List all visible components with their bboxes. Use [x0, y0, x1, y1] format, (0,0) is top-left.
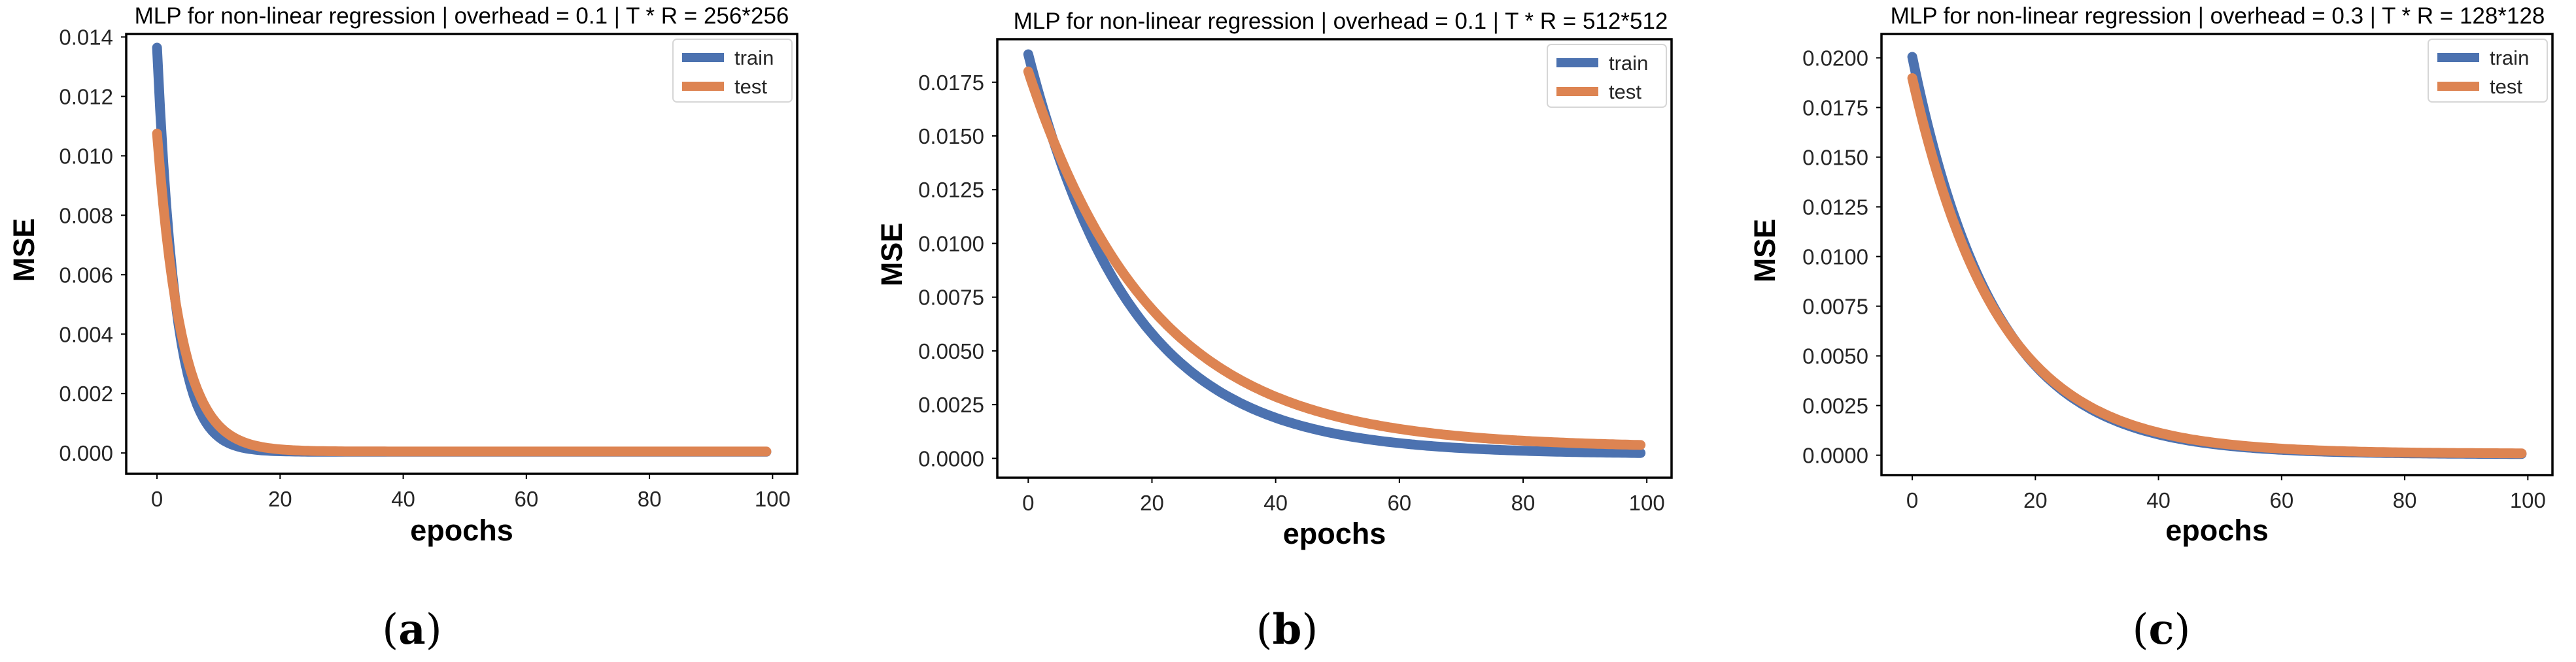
x-axis-label: epochs [2165, 514, 2269, 547]
x-tick-label: 60 [1387, 491, 1411, 515]
y-tick-label: 0.0050 [918, 339, 984, 363]
legend [672, 39, 793, 103]
y-tick-label: 0.0200 [1802, 46, 1868, 70]
series-line-train [1023, 49, 1646, 458]
x-tick-label: 100 [2510, 488, 2546, 512]
x-tick-label: 100 [755, 487, 791, 511]
x-tick-label: 60 [2269, 488, 2293, 512]
y-axis-label: MSE [7, 218, 41, 282]
x-tick-label: 40 [391, 487, 415, 511]
y-tick-label: 0.0175 [1802, 96, 1868, 120]
y-axis-label: MSE [1748, 219, 1781, 283]
y-tick-label: 0.002 [59, 382, 113, 406]
y-tick-label: 0.0025 [1802, 394, 1868, 418]
chart-b: MLP for non-linear regression | overhead… [875, 8, 1673, 654]
series-line-train [152, 42, 772, 457]
y-tick-label: 0.000 [59, 441, 113, 465]
subfigure-caption: (b) [1256, 605, 1318, 654]
series-line-train [1907, 52, 2527, 459]
series-line-test [152, 128, 772, 457]
x-tick-label: 0 [151, 487, 163, 511]
x-tick-label: 0 [1906, 488, 1918, 512]
y-tick-label: 0.0075 [918, 286, 984, 310]
x-axis-label: epochs [410, 514, 513, 547]
series-line-test [1023, 66, 1646, 450]
y-tick-label: 0.008 [59, 203, 113, 227]
y-tick-label: 0.0150 [1802, 146, 1868, 170]
chart-title: MLP for non-linear regression | overhead… [1014, 8, 1668, 34]
series-line-test [1907, 73, 2527, 459]
x-tick-label: 20 [1140, 491, 1164, 515]
chart-a: MLP for non-linear regression | overhead… [7, 3, 799, 654]
legend-label-train: train [2490, 46, 2529, 69]
legend-label-test: test [734, 75, 767, 98]
legend [2428, 39, 2548, 103]
y-tick-label: 0.0125 [918, 178, 984, 202]
x-tick-label: 100 [1629, 491, 1665, 515]
x-tick-label: 80 [638, 487, 662, 511]
legend-label-train: train [1609, 52, 1648, 74]
y-tick-label: 0.0000 [1802, 444, 1868, 468]
y-tick-label: 0.010 [59, 144, 113, 168]
plot-frame [996, 38, 1673, 479]
x-tick-label: 20 [268, 487, 292, 511]
plot-frame [1880, 33, 2554, 476]
x-tick-label: 0 [1022, 491, 1034, 515]
chart-c: MLP for non-linear regression | overhead… [1748, 3, 2554, 654]
x-tick-label: 20 [2023, 488, 2048, 512]
legend [1547, 44, 1667, 108]
y-tick-label: 0.0000 [918, 446, 984, 471]
legend-label-test: test [1609, 80, 1641, 103]
y-tick-label: 0.0175 [918, 71, 984, 95]
x-tick-label: 40 [2146, 488, 2171, 512]
y-tick-label: 0.0075 [1802, 295, 1868, 319]
x-tick-label: 80 [2393, 488, 2417, 512]
legend-label-test: test [2490, 75, 2522, 98]
chart-title: MLP for non-linear regression | overhead… [135, 3, 789, 29]
x-tick-label: 40 [1263, 491, 1288, 515]
y-tick-label: 0.012 [59, 84, 113, 108]
x-axis-label: epochs [1283, 517, 1386, 550]
y-tick-label: 0.0150 [918, 124, 984, 148]
y-tick-label: 0.0100 [1802, 245, 1868, 269]
subfigure-caption: (c) [2133, 605, 2191, 654]
y-tick-label: 0.0050 [1802, 344, 1868, 369]
chart-title: MLP for non-linear regression | overhead… [1891, 3, 2545, 29]
y-tick-label: 0.014 [59, 25, 113, 50]
y-tick-label: 0.0025 [918, 393, 984, 417]
x-tick-label: 80 [1511, 491, 1536, 515]
x-tick-label: 60 [514, 487, 538, 511]
y-tick-label: 0.0100 [918, 231, 984, 256]
plot-frame [125, 33, 799, 475]
legend-label-train: train [734, 46, 774, 69]
y-axis-label: MSE [875, 223, 908, 287]
subfigure-caption: (a) [382, 605, 441, 654]
y-tick-label: 0.004 [59, 322, 113, 346]
y-tick-label: 0.006 [59, 263, 113, 287]
y-tick-label: 0.0125 [1802, 195, 1868, 220]
